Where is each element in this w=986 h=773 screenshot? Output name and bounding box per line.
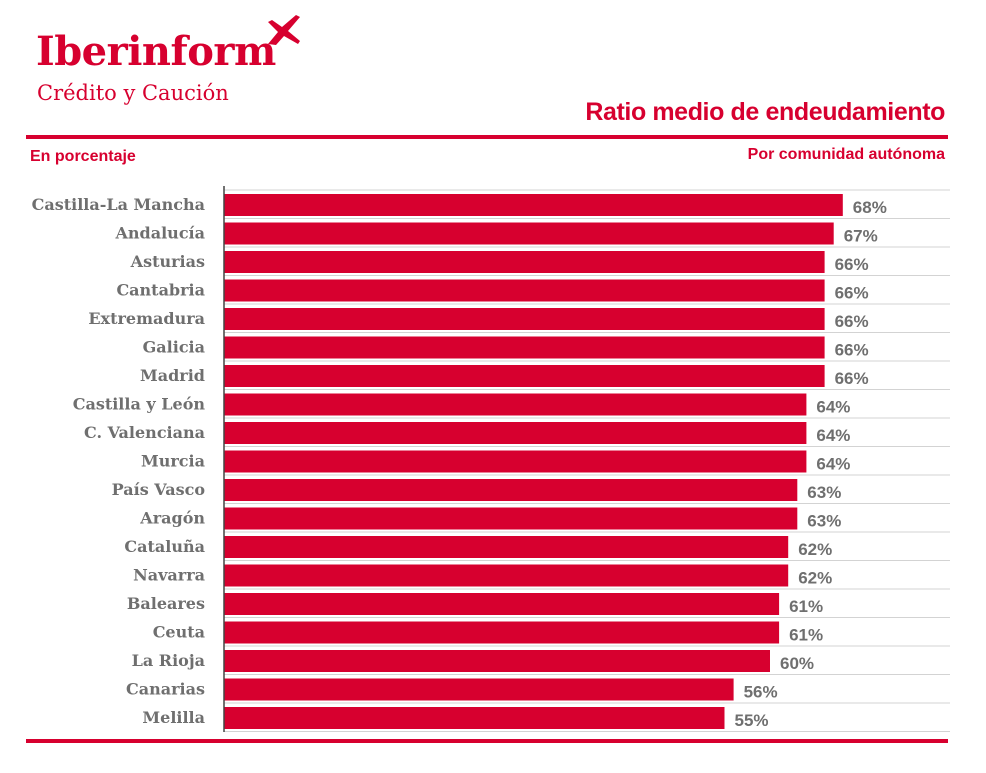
data-label: 60% <box>780 654 814 673</box>
category-label: País Vasco <box>112 480 206 499</box>
category-label: Asturias <box>130 252 205 271</box>
bar <box>224 650 770 672</box>
category-label: Canarias <box>126 680 205 699</box>
data-label: 62% <box>798 569 832 588</box>
data-label: 63% <box>807 512 841 531</box>
category-label: Madrid <box>140 366 205 385</box>
bar <box>224 422 807 444</box>
data-label: 61% <box>789 597 823 616</box>
category-label: Navarra <box>133 566 205 585</box>
bar <box>224 479 798 501</box>
category-label: La Rioja <box>132 651 205 670</box>
chart-subtitle: Por comunidad autónoma <box>747 146 945 163</box>
bar <box>224 393 807 416</box>
category-label: Galicia <box>143 338 205 357</box>
category-label: Castilla-La Mancha <box>32 195 205 214</box>
data-label: 61% <box>789 626 823 645</box>
data-label: 66% <box>835 255 869 274</box>
data-label: 66% <box>835 369 869 388</box>
bar <box>224 450 807 473</box>
bar <box>224 593 780 615</box>
data-label: 64% <box>816 455 850 474</box>
bar <box>224 507 798 530</box>
category-label: Melilla <box>142 708 205 727</box>
data-label: 63% <box>807 483 841 502</box>
data-label: 67% <box>844 227 878 246</box>
data-label: 66% <box>835 312 869 331</box>
category-label: Baleares <box>127 594 205 613</box>
category-label: Cantabria <box>116 281 205 300</box>
bar <box>224 194 843 216</box>
category-label: Ceuta <box>153 623 205 642</box>
bar <box>224 536 789 558</box>
data-label: 66% <box>835 341 869 360</box>
category-label: C. Valenciana <box>84 423 205 442</box>
data-label: 62% <box>798 540 832 559</box>
bar <box>224 279 825 302</box>
bar <box>224 564 789 587</box>
category-label: Murcia <box>141 452 205 471</box>
brand-tagline: Crédito y Caución <box>37 81 229 105</box>
data-label: 66% <box>835 284 869 303</box>
category-label: Castilla y León <box>73 395 206 414</box>
bar <box>224 308 825 330</box>
chart-title: Ratio medio de endeudamiento <box>585 98 945 126</box>
bar <box>224 678 734 701</box>
category-label: Andalucía <box>115 224 206 243</box>
category-label: Cataluña <box>124 537 205 556</box>
data-label: 55% <box>735 711 769 730</box>
bar <box>224 365 825 387</box>
bar <box>224 222 834 245</box>
bottom-rule <box>26 739 948 743</box>
unit-label: En porcentaje <box>30 148 136 165</box>
bar <box>224 621 780 644</box>
category-label: Extremadura <box>88 309 205 328</box>
brand-name: Iberinform <box>36 28 276 75</box>
swift-bird-icon <box>268 15 300 45</box>
data-label: 64% <box>816 398 850 417</box>
bar <box>224 251 825 273</box>
bar <box>224 707 725 729</box>
category-label: Aragón <box>139 509 205 528</box>
data-label: 64% <box>816 426 850 445</box>
bar <box>224 336 825 359</box>
top-rule <box>26 135 948 139</box>
data-label: 68% <box>853 198 887 217</box>
data-label: 56% <box>744 683 778 702</box>
